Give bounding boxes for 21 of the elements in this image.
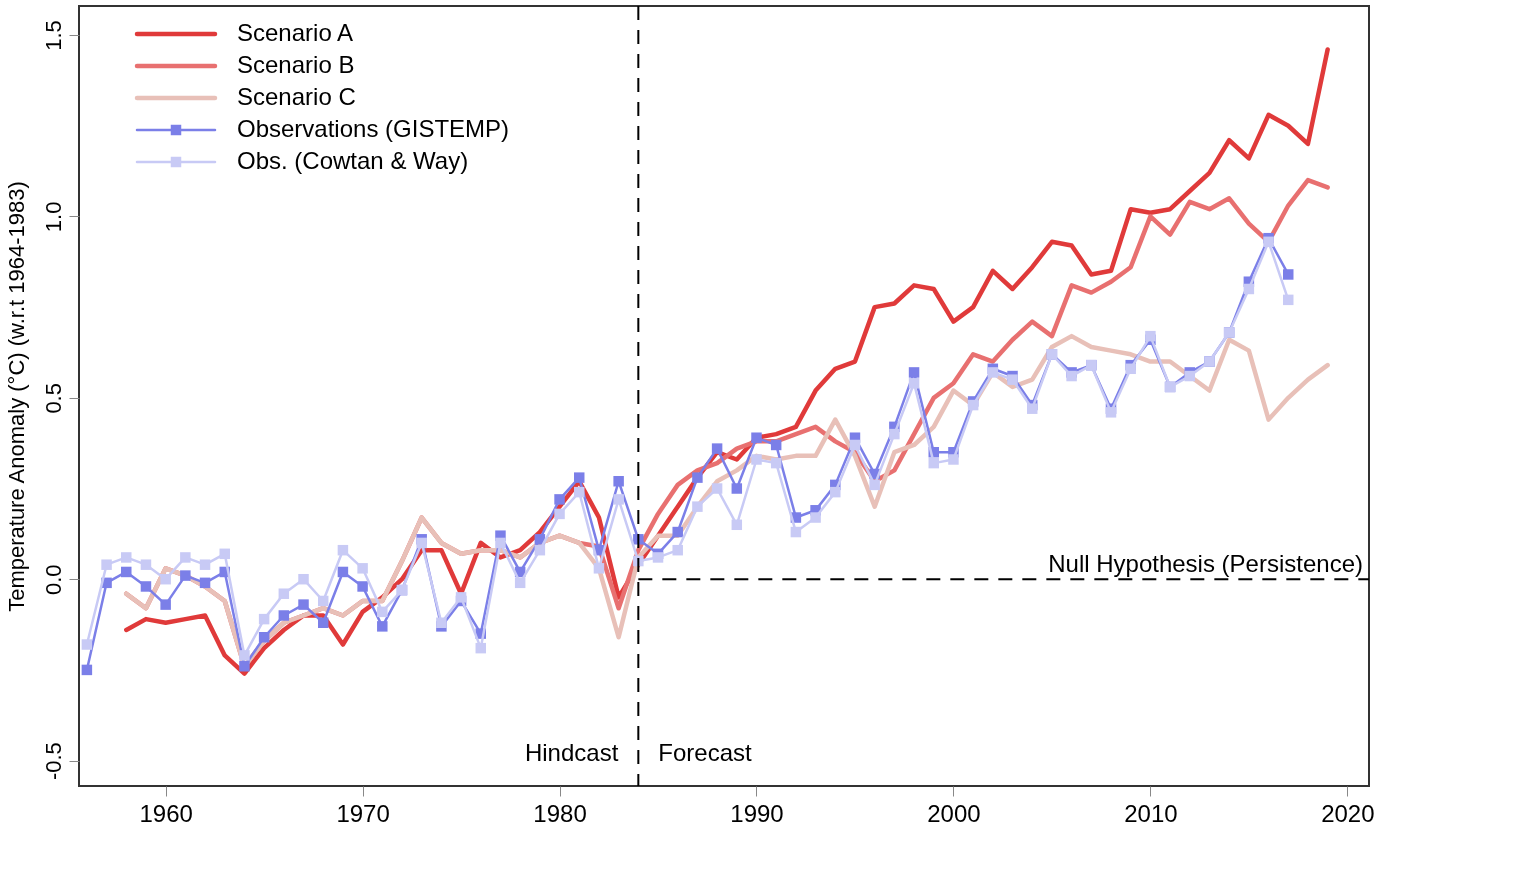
legend-label: Scenario B bbox=[237, 51, 355, 78]
y-tick-label: 1.5 bbox=[40, 20, 66, 51]
x-tick-label: 1960 bbox=[139, 799, 193, 827]
y-tick-label: 1.0 bbox=[40, 201, 66, 233]
x-tick-label: 1970 bbox=[336, 799, 390, 827]
x-tick-label: 2000 bbox=[927, 799, 981, 827]
y-axis-title: Temperature Anomaly (°C) (w.r.t 1964-1983) bbox=[3, 181, 29, 612]
y-tick-label: 0.0 bbox=[40, 564, 66, 596]
x-tick-label: 2010 bbox=[1124, 799, 1178, 827]
annotation: Forecast bbox=[658, 739, 753, 766]
y-tick-label: 0.5 bbox=[40, 383, 66, 414]
legend-label: Obs. (Cowtan & Way) bbox=[237, 147, 469, 174]
legend-label: Scenario A bbox=[237, 19, 354, 46]
x-tick-label: 2020 bbox=[1321, 799, 1375, 827]
series-label: Null Hypothesis (Persistence) bbox=[1048, 550, 1363, 578]
annotation: Hindcast bbox=[524, 739, 619, 766]
legend-label: Scenario C bbox=[237, 83, 356, 110]
x-tick-label: 1990 bbox=[730, 799, 784, 827]
y-tick-label: -0.5 bbox=[40, 742, 66, 781]
legend-label: Observations (GISTEMP) bbox=[237, 115, 510, 142]
x-tick-label: 1980 bbox=[533, 799, 587, 827]
